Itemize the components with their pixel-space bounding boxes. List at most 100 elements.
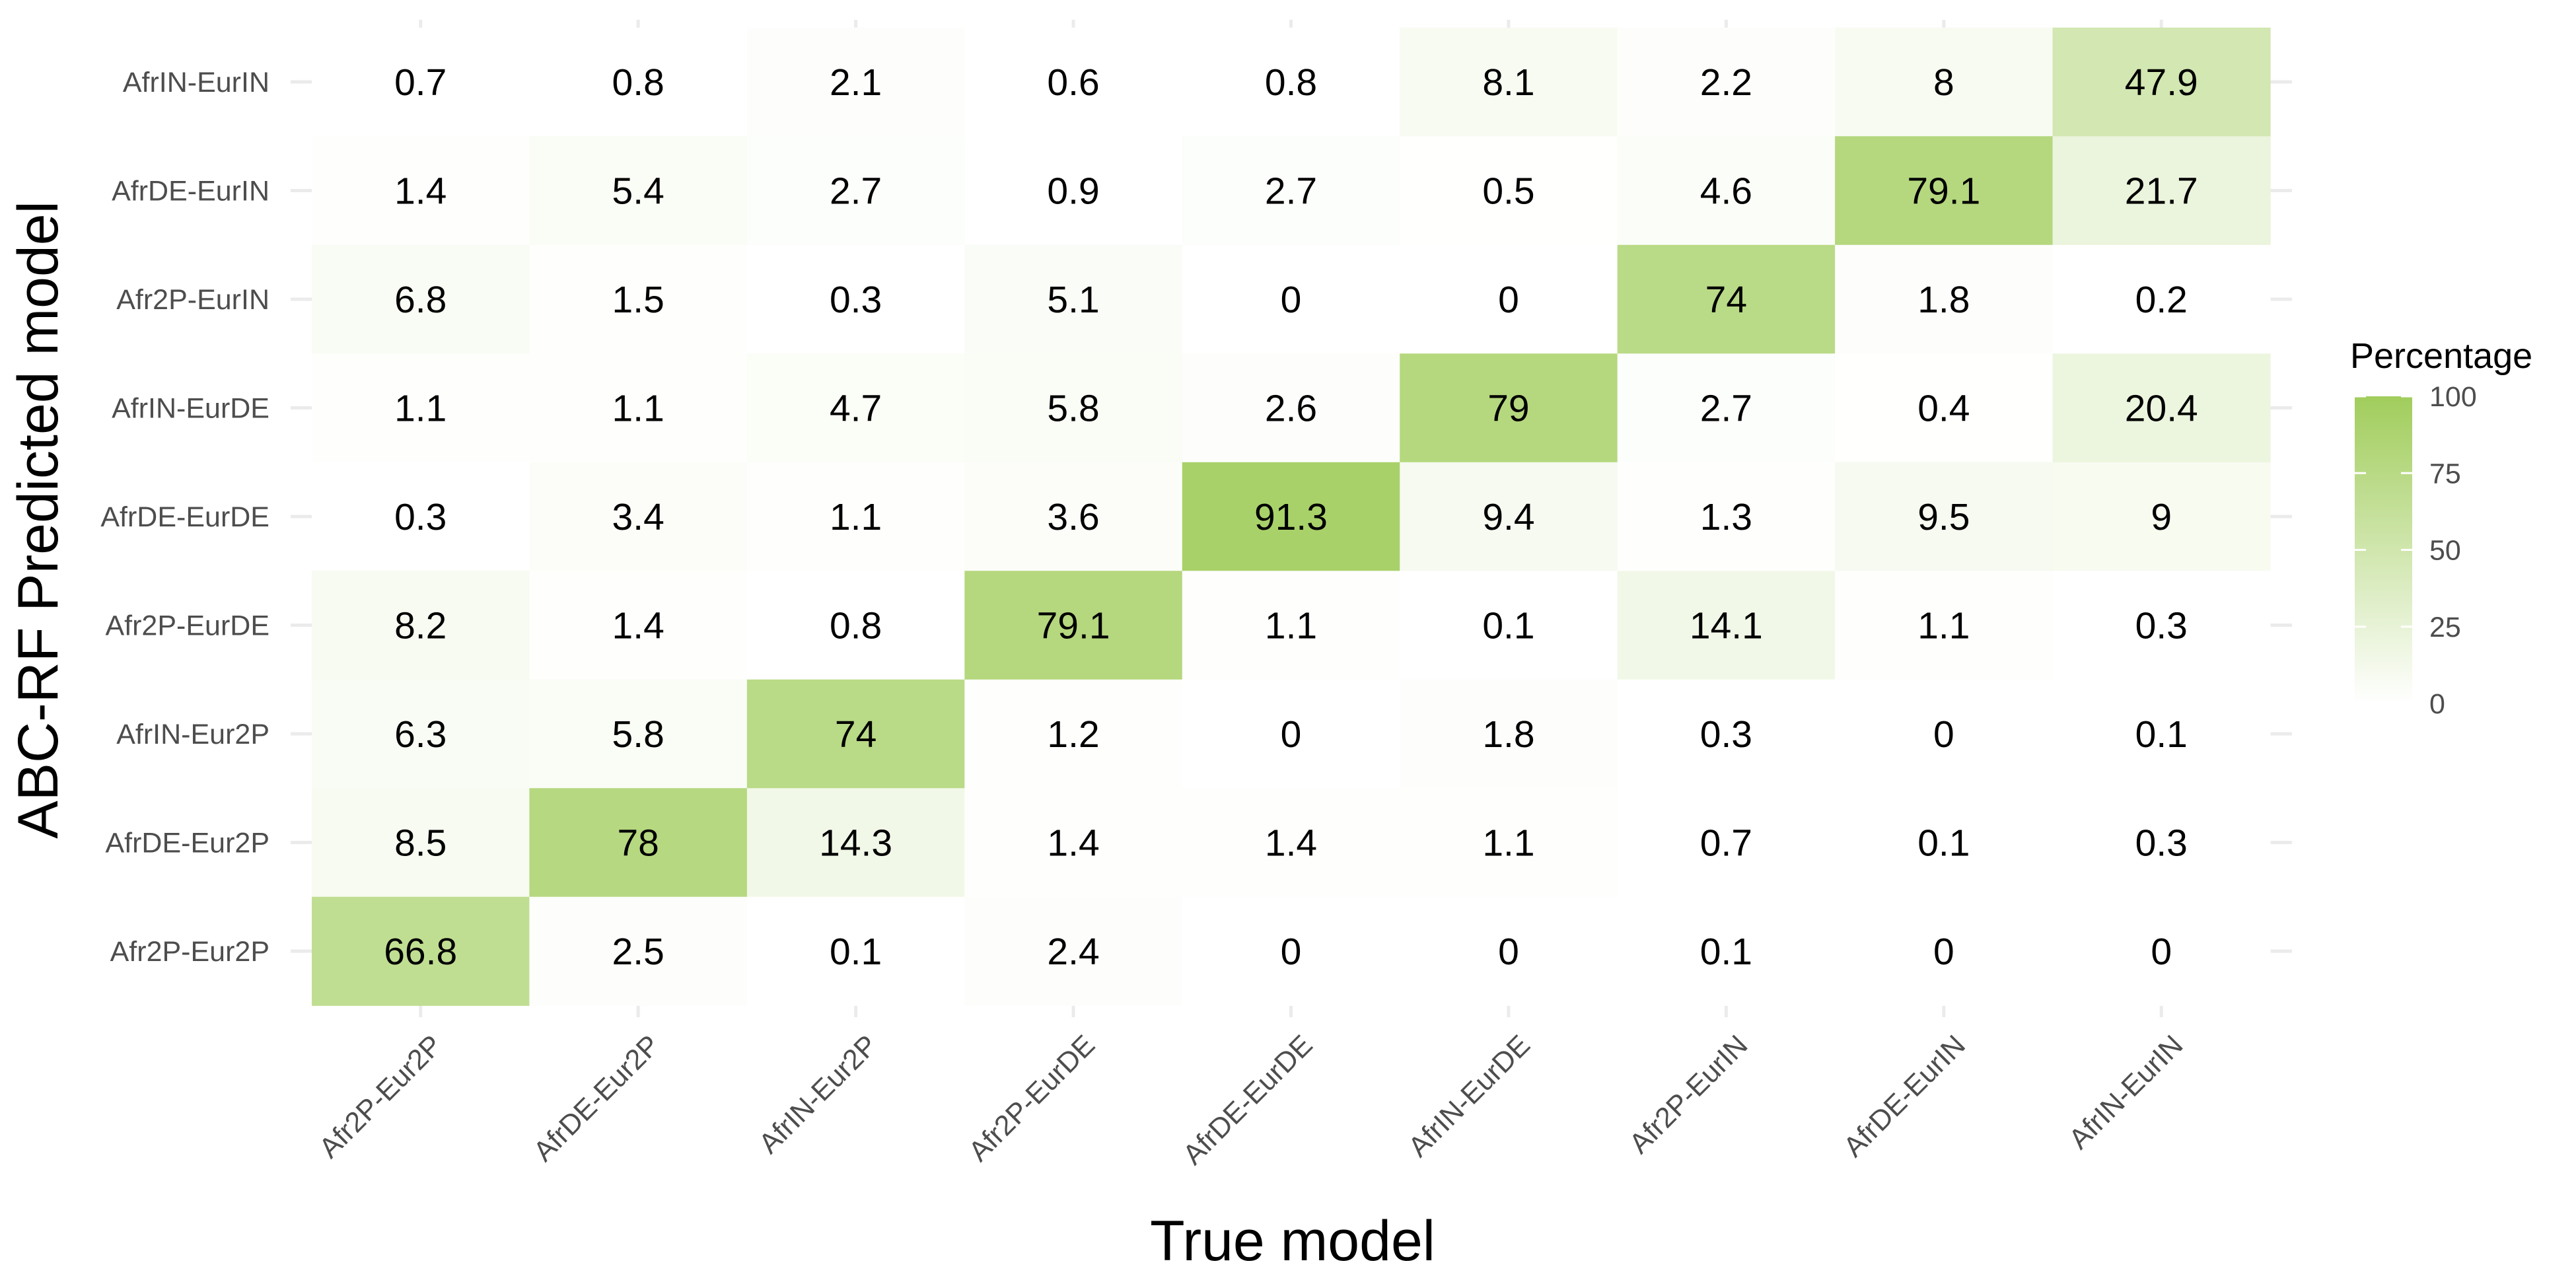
heatmap-cell [312,896,530,1006]
heatmap-cell [529,571,748,680]
heatmap-cell [2052,136,2271,246]
color-legend: Percentage 100 75 50 25 0 [2350,336,2532,720]
heatmap-cell [2052,27,2271,137]
y-tick-label: AfrDE-EurIN [112,176,269,207]
x-tick-label: AfrIN-Eur2P [753,1029,884,1160]
cell-value-label: 74 [1705,279,1747,321]
heatmap-cell [1835,571,2054,680]
cell-value-label: 1.3 [1700,496,1752,538]
cell-value-label: 1.1 [1265,605,1317,647]
y-tick-label: AfrIN-Eur2P [116,719,269,750]
heatmap-cell [746,27,965,137]
heatmap-cell [1835,353,2054,463]
heatmap-cell [312,136,530,246]
cell-value-label: 5.1 [1047,279,1099,321]
heatmap-cell [2052,679,2271,789]
legend-tick-label: 50 [2429,535,2461,567]
cell-value-label: 0 [1281,713,1302,756]
cell-value-labels: 0.7 0.8 2.1 0.6 0.8 8.1 2.2 8 47.9 1.4 5.4 2.7 0.9 2.… [384,61,2198,973]
heatmap-cell [1617,136,1836,246]
heatmap-cell [1835,788,2054,898]
cell-value-label: 0.1 [2135,713,2188,756]
cell-value-label: 79.1 [1037,605,1110,647]
heatmap-cell [964,462,1183,571]
cell-value-label: 66.8 [384,931,457,973]
cell-value-label: 74 [835,713,877,756]
cell-value-label: 0.8 [830,605,882,647]
heatmap-cell [312,27,530,137]
cell-value-label: 1.1 [1917,605,1970,647]
heatmap-cell [746,896,965,1006]
y-tick-label: AfrIN-EurDE [112,393,269,425]
cell-value-label: 79.1 [1907,170,1980,213]
heatmap-cell [746,244,965,354]
cell-value-label: 0.3 [2135,605,2188,647]
y-axis-tick-labels: AfrIN-EurIN AfrDE-EurIN Afr2P-EurIN AfrIN-E… [100,67,269,968]
cell-value-label: 0 [1933,931,1954,973]
cell-value-label: 3.4 [612,496,664,538]
legend-tick-label: 25 [2429,612,2461,643]
x-axis-title: True model [1150,1209,1435,1273]
cell-value-label: 1.1 [394,388,447,430]
heatmap-cell [1835,27,2054,137]
heatmap-cell [1617,571,1836,680]
y-axis-title: ABC-RF Predicted model [7,201,70,838]
heatmap-cell [1400,27,1618,137]
heatmap-cell [1835,462,2054,571]
heatmap-cell [1182,136,1400,246]
heatmap-cell [964,571,1183,680]
heatmap-cell [1400,136,1618,246]
heatmap-cell [2052,462,2271,571]
cell-value-label: 8.1 [1482,61,1534,104]
heatmap-cell [964,679,1183,789]
cell-value-label: 0.1 [830,931,882,973]
cell-value-label: 0.1 [1482,605,1534,647]
heatmap-cell [1400,244,1618,354]
heatmap-cell [312,244,530,354]
cell-value-label: 0 [2151,931,2172,973]
heatmap-cell [1617,353,1836,463]
heatmap-cells [312,27,2271,1006]
cell-value-label: 47.9 [2125,61,2198,104]
heatmap-cell [1182,27,1400,137]
x-tick-label: AfrDE-EurIN [1838,1029,1972,1163]
cell-value-label: 14.1 [1690,605,1763,647]
cell-value-label: 0.5 [1482,170,1534,213]
heatmap-cell [529,136,748,246]
cell-value-label: 2.1 [830,61,882,104]
cell-value-label: 1.8 [1482,713,1534,756]
heatmap-cell [529,244,748,354]
heatmap-cell [1400,788,1618,898]
cell-value-label: 1.2 [1047,713,1099,756]
cell-value-label: 1.1 [1482,822,1534,865]
cell-value-label: 1.1 [612,388,664,430]
cell-value-label: 1.4 [394,170,447,213]
cell-value-label: 0.4 [1917,388,1970,430]
cell-value-label: 1.4 [612,605,664,647]
heatmap-cell [1182,244,1400,354]
heatmap-cell [2052,571,2271,680]
cell-value-label: 9 [2151,496,2172,538]
heatmap-cell [1617,679,1836,789]
heatmap-cell [964,27,1183,137]
heatmap-cell [1182,462,1400,571]
heatmap-cell [746,462,965,571]
heatmap-cell [746,679,965,789]
heatmap-cell [2052,788,2271,898]
cell-value-label: 0.3 [830,279,882,321]
x-tick-label: AfrIN-EurIN [2063,1029,2189,1155]
cell-value-label: 0 [1933,713,1954,756]
legend-ticks: 100 75 50 25 0 [2355,381,2477,720]
heatmap-cell [1400,462,1618,571]
cell-value-label: 8.5 [394,822,447,865]
cell-value-label: 8.2 [394,605,447,647]
cell-value-label: 78 [617,822,659,865]
heatmap-cell [1835,679,2054,789]
heatmap-cell [964,896,1183,1006]
cell-value-label: 20.4 [2125,388,2198,430]
heatmap-cell [1835,244,2054,354]
heatmap-cell [529,353,748,463]
cell-value-label: 0 [1498,931,1519,973]
cell-value-label: 0.3 [2135,822,2188,865]
